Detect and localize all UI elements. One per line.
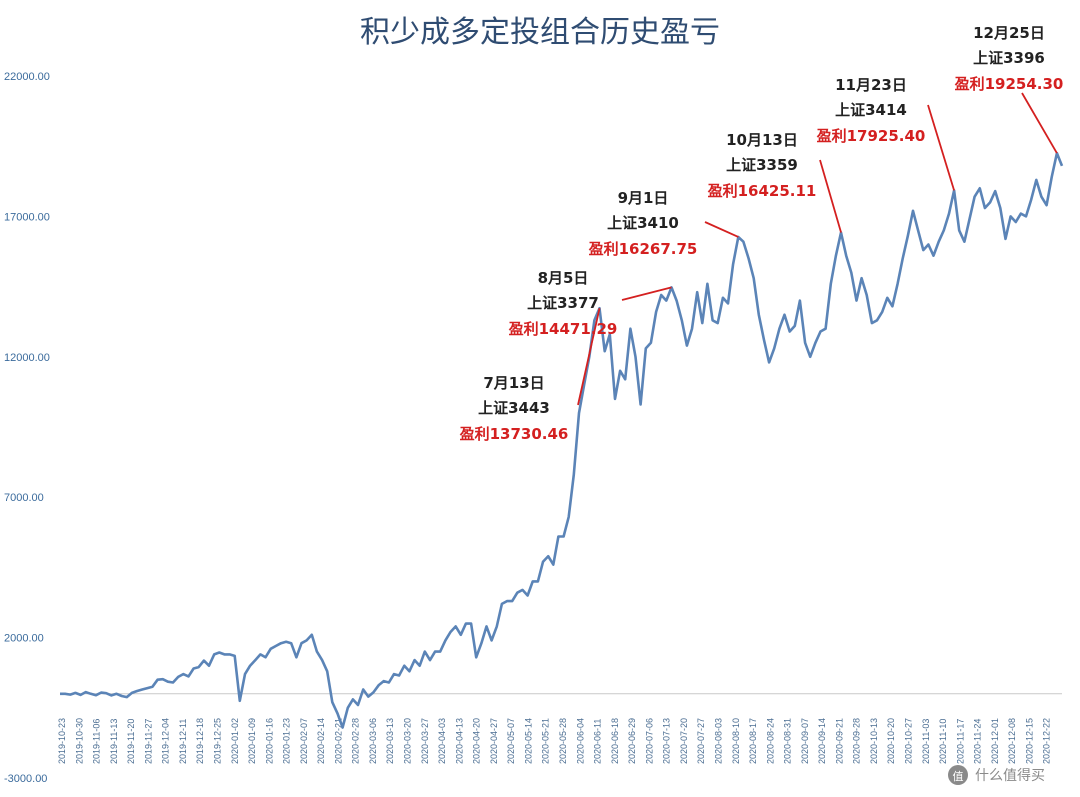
x-tick-label: 2020-12-01 [990, 718, 1000, 764]
callout-profit: 盈利16267.75 [588, 240, 698, 258]
x-tick-label: 2019-12-11 [178, 719, 188, 764]
x-tick-label: 2020-02-21 [333, 718, 343, 764]
x-tick-label: 2020-08-10 [731, 718, 741, 764]
x-tick-label: 2020-10-13 [869, 718, 879, 764]
x-tick-label: 2019-10-23 [57, 718, 67, 764]
callout-index: 上证3359 [726, 156, 798, 174]
x-tick-label: 2020-12-22 [1042, 718, 1052, 764]
x-tick-label: 2020-05-21 [541, 718, 551, 764]
y-tick-label: 7000.00 [4, 492, 44, 504]
x-tick-label: 2019-11-13 [109, 719, 119, 764]
x-tick-label: 2019-11-20 [126, 719, 136, 764]
x-tick-label: 2020-06-29 [627, 718, 637, 764]
x-tick-label: 2020-01-09 [247, 718, 257, 764]
callout-leader-line [621, 286, 672, 301]
watermark-logo-glyph: 值 [953, 770, 964, 783]
x-tick-label: 2020-04-13 [454, 718, 464, 764]
callout-index: 上证3443 [478, 399, 550, 417]
callout-leader-line [927, 104, 955, 191]
x-tick-label: 2020-09-28 [852, 718, 862, 764]
x-tick-label: 2020-09-07 [800, 718, 810, 764]
x-tick-label: 2020-01-23 [282, 718, 292, 764]
watermark-logo-icon [948, 765, 968, 785]
callout-profit: 盈利17925.40 [816, 127, 926, 145]
x-tick-label: 2020-10-27 [904, 718, 914, 764]
x-tick-label: 2020-08-03 [713, 718, 723, 764]
callout-date: 11月23日 [835, 76, 907, 94]
x-tick-label: 2020-09-14 [817, 718, 827, 764]
x-tick-label: 2020-10-20 [886, 718, 896, 764]
x-tick-label: 2020-03-20 [403, 718, 413, 764]
callout-date: 10月13日 [726, 131, 798, 149]
x-tick-label: 2019-12-25 [212, 718, 222, 764]
callout-date: 12月25日 [973, 24, 1045, 42]
x-axis-ticks: 2019-10-23 2019-10-30 2019-11-06 2019-11-13… [57, 718, 1052, 764]
x-tick-label: 2020-07-13 [662, 718, 672, 764]
x-tick-label: 2020-08-17 [748, 718, 758, 764]
callout-profit: 盈利16425.11 [707, 182, 817, 200]
x-tick-label: 2020-11-17 [955, 719, 965, 764]
x-tick-label: 2020-02-07 [299, 718, 309, 764]
callout-profit: 盈利13730.46 [459, 425, 569, 443]
x-tick-label: 2020-03-27 [420, 718, 430, 764]
x-tick-label: 2020-01-16 [264, 718, 274, 764]
callout-index: 上证3377 [527, 294, 599, 312]
x-tick-label: 2020-01-02 [230, 718, 240, 764]
callout-profit: 盈利14471.29 [508, 320, 618, 338]
callout-date: 7月13日 [483, 374, 544, 392]
callout-leader-line [577, 308, 601, 406]
x-tick-label: 2019-11-27 [143, 719, 153, 764]
callout-index: 上证3414 [835, 101, 907, 119]
x-tick-label: 2020-03-06 [368, 718, 378, 764]
x-tick-label: 2020-05-14 [523, 718, 533, 764]
x-tick-label: 2020-11-03 [921, 719, 931, 764]
x-tick-label: 2019-12-04 [161, 718, 171, 764]
x-tick-label: 2019-11-06 [92, 719, 102, 764]
x-tick-label: 2020-07-06 [644, 718, 654, 764]
callout-index: 上证3410 [607, 214, 679, 232]
x-tick-label: 2019-12-18 [195, 718, 205, 764]
x-tick-label: 2020-02-28 [351, 718, 361, 764]
callout-leader-line [819, 159, 842, 233]
x-tick-label: 2020-02-14 [316, 718, 326, 764]
x-tick-label: 2020-06-11 [593, 719, 603, 764]
x-tick-label: 2020-03-13 [385, 718, 395, 764]
x-tick-label: 2020-11-24 [973, 719, 983, 764]
x-tick-label: 2020-07-20 [679, 718, 689, 764]
x-tick-label: 2020-11-10 [938, 719, 948, 764]
callout-index: 上证3396 [973, 49, 1045, 67]
y-axis-ticks: 22000.00 17000.00 12000.00 7000.00 2000.00 -3… [4, 71, 50, 785]
profit-series-line [60, 151, 1064, 729]
x-tick-label: 2020-09-21 [834, 718, 844, 764]
y-tick-label: -3000.00 [4, 773, 47, 785]
x-tick-label: 2020-07-27 [696, 718, 706, 764]
callout-date: 9月1日 [618, 189, 669, 207]
x-tick-label: 2020-12-15 [1024, 718, 1034, 764]
x-tick-label: 2020-06-04 [575, 718, 585, 764]
x-tick-label: 2020-04-27 [489, 718, 499, 764]
callout-leader-line [704, 221, 739, 238]
callout-profit: 盈利19254.30 [954, 75, 1064, 93]
x-tick-label: 2020-06-18 [610, 718, 620, 764]
x-tick-label: 2020-08-24 [765, 718, 775, 764]
x-tick-label: 2020-04-03 [437, 718, 447, 764]
y-tick-label: 2000.00 [4, 633, 44, 645]
x-tick-label: 2020-08-31 [783, 718, 793, 764]
watermark-text: 什么值得买 [975, 767, 1045, 784]
watermark: 值 什么值得买 [948, 765, 1045, 785]
x-tick-label: 2020-05-28 [558, 718, 568, 764]
y-tick-label: 22000.00 [4, 71, 50, 83]
x-tick-label: 2020-12-08 [1007, 718, 1017, 764]
callout-date: 8月5日 [538, 269, 589, 287]
y-tick-label: 12000.00 [4, 352, 50, 364]
chart-title: 积少成多定投组合历史盈亏 [360, 15, 720, 50]
x-tick-label: 2019-10-30 [74, 718, 84, 764]
callout-leader-line [1021, 92, 1058, 154]
y-tick-label: 17000.00 [4, 211, 50, 223]
x-tick-label: 2020-04-20 [472, 718, 482, 764]
x-tick-label: 2020-05-07 [506, 718, 516, 764]
